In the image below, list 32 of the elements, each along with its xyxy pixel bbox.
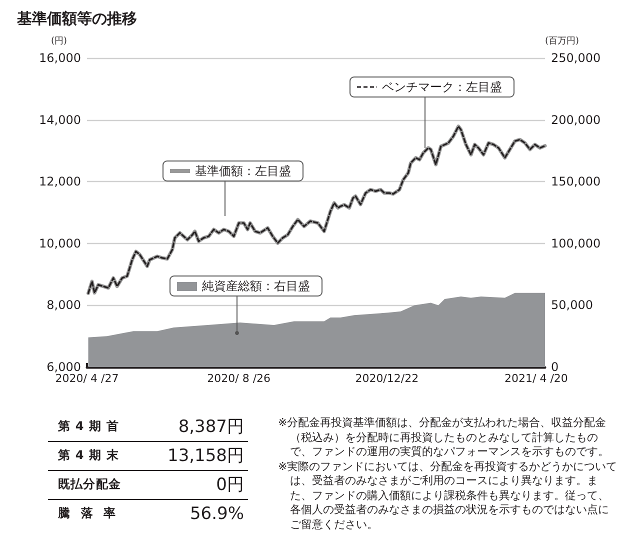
category-label: 騰落率 [57, 505, 128, 522]
legend-label: 基準価額：左目盛 [195, 164, 291, 178]
legend-label: ベンチマーク：左目盛 [382, 80, 502, 94]
category-label: 第4期首 [57, 418, 125, 435]
text: 13,158円 [168, 446, 244, 466]
y2-tick-label: 250,000 [551, 51, 601, 65]
y2-axis-title: (百万円) [545, 36, 580, 46]
y-tick-label: 8,000 [46, 298, 81, 312]
y2-tick-label: 200,000 [551, 112, 601, 127]
chart-title: 基準価額等の推移 [16, 10, 137, 28]
text: 56.9% [190, 504, 244, 524]
y-tick-label: 14,000 [39, 112, 81, 127]
y-axis-title: (円) [50, 36, 67, 46]
text: 8,387円 [178, 416, 244, 437]
x-tick-label: 2020/ 8 /26 [207, 372, 271, 385]
y2-tick-label: 150,000 [551, 174, 601, 189]
x-tick-label: 2021/ 4 /20 [504, 372, 568, 385]
y-tick-label: 6,000 [46, 360, 81, 374]
category-label: 既払分配金 [57, 476, 122, 493]
category-label: 第4期末 [57, 447, 125, 464]
text: ※実際のファンドにおいては、分配金を再投資するかどうかについては、受益者のみなさまがご利用のコースにより異なります。また、ファンドの購入価額により課税条件も異なります。従って、各個人の受益者のみなさまの損益の状況を示すものではない点にご留意ください。 [278, 460, 618, 532]
x-tick-label: 2020/12/22 [355, 372, 419, 385]
text: ※分配金再投資基準価額は、分配金が支払われた場合、収益分配金（税込み）を分配時に再投資したものとみなして計算したもので、ファンドの運用の実質的なパフォーマンスを示すものです。 [278, 416, 610, 460]
y-tick-label: 12,000 [39, 174, 81, 189]
text: 0円 [216, 475, 244, 495]
y2-tick-label: 0 [551, 360, 559, 374]
y-tick-label: 16,000 [39, 51, 81, 65]
y-tick-label: 10,000 [39, 236, 81, 250]
legend-label: 純資産総額：右目盛 [202, 279, 310, 293]
y2-tick-label: 50,000 [551, 298, 593, 312]
y2-tick-label: 100,000 [551, 236, 601, 250]
x-tick-label: 2020/ 4 /27 [55, 372, 119, 385]
